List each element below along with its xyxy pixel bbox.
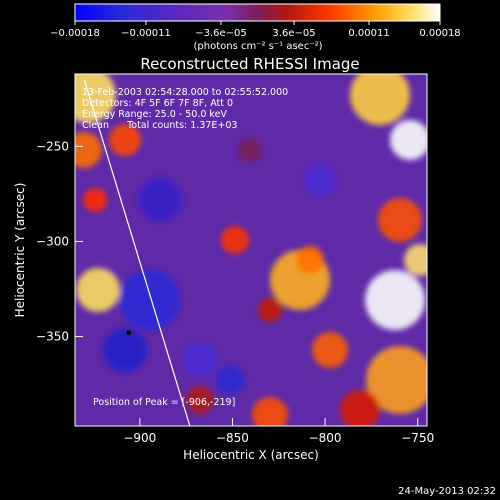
annotation-peak-position: Position of Peak = [-906,-219] — [93, 397, 235, 408]
y-tick-label: −250 — [36, 139, 69, 153]
intensity-blob — [216, 366, 244, 394]
annotation-energy-range: Energy Range: 25.0 - 50.0 keV — [82, 109, 227, 120]
colorbar-tick-label: −0.00011 — [121, 28, 171, 39]
intensity-blob — [75, 132, 102, 168]
intensity-blob — [312, 332, 348, 368]
intensity-blob — [221, 226, 249, 254]
colorbar-unit-label: (photons cm⁻² s⁻¹ asec⁻²) — [193, 41, 322, 52]
x-tick-label: −750 — [401, 431, 434, 445]
colorbar-tick-label: 0.00011 — [348, 28, 389, 39]
intensity-blob — [109, 124, 141, 156]
intensity-blob — [182, 342, 218, 378]
x-axis-label: Heliocentric X (arcsec) — [183, 448, 319, 462]
intensity-blob — [238, 138, 262, 162]
heatmap-image — [75, 74, 427, 426]
peak-marker — [126, 330, 132, 336]
intensity-blob — [138, 178, 182, 222]
intensity-blob — [186, 386, 214, 414]
colorbar-tick-label: 3.6e−05 — [272, 28, 315, 39]
intensity-blob — [365, 270, 425, 330]
intensity-blob — [366, 346, 427, 414]
intensity-blob — [120, 270, 180, 330]
annotation-time-range: 13-Feb-2003 02:54:28.000 to 02:55:52.000 — [82, 87, 288, 98]
colorbar: −0.00018 −0.00011 −3.6e−05 3.6e−05 0.00011 0.… — [50, 3, 461, 52]
x-tick-label: −800 — [309, 431, 342, 445]
x-tick-label: −900 — [123, 431, 156, 445]
x-tick-label: −850 — [216, 431, 249, 445]
intensity-blob — [252, 397, 288, 426]
colorbar-gradient — [74, 3, 441, 22]
colorbar-tick-label: −3.6e−05 — [195, 28, 247, 39]
intensity-blob — [304, 164, 336, 196]
solar-limb-line — [83, 79, 191, 426]
annotation-block: 13-Feb-2003 02:54:28.000 to 02:55:52.000… — [82, 87, 288, 408]
intensity-blob — [350, 74, 410, 125]
intensity-blob — [83, 188, 107, 212]
intensity-blob — [404, 244, 427, 276]
plot-frame — [74, 73, 428, 427]
timestamp: 24-May-2013 02:32 — [398, 486, 496, 497]
colorbar-tick-label: −0.00018 — [50, 28, 100, 39]
x-axis: −900 −850 −800 −750 — [123, 418, 434, 445]
y-tick-label: −300 — [36, 234, 69, 248]
intensity-blob — [258, 298, 282, 322]
peak-marker-dot — [126, 330, 132, 336]
intensity-blob — [103, 328, 147, 372]
annotation-total-counts: Clean Total counts: 1.37E+03 — [82, 120, 237, 131]
intensity-blob — [75, 74, 116, 123]
y-axis: −250 −300 −350 — [36, 139, 83, 344]
intensity-blob — [390, 120, 427, 160]
colorbar-tick-label: 0.00018 — [419, 28, 460, 39]
annotation-detectors: Detectors: 4F 5F 6F 7F 8F, Att 0 — [82, 98, 233, 109]
intensity-blob — [296, 246, 324, 274]
intensity-blob — [76, 268, 120, 312]
y-axis-label: Heliocentric Y (arcsec) — [13, 183, 27, 318]
chart-title: Reconstructed RHESSI Image — [140, 55, 359, 73]
intensity-blob — [378, 198, 422, 242]
y-tick-label: −350 — [36, 330, 69, 344]
intensity-blob — [340, 390, 380, 426]
